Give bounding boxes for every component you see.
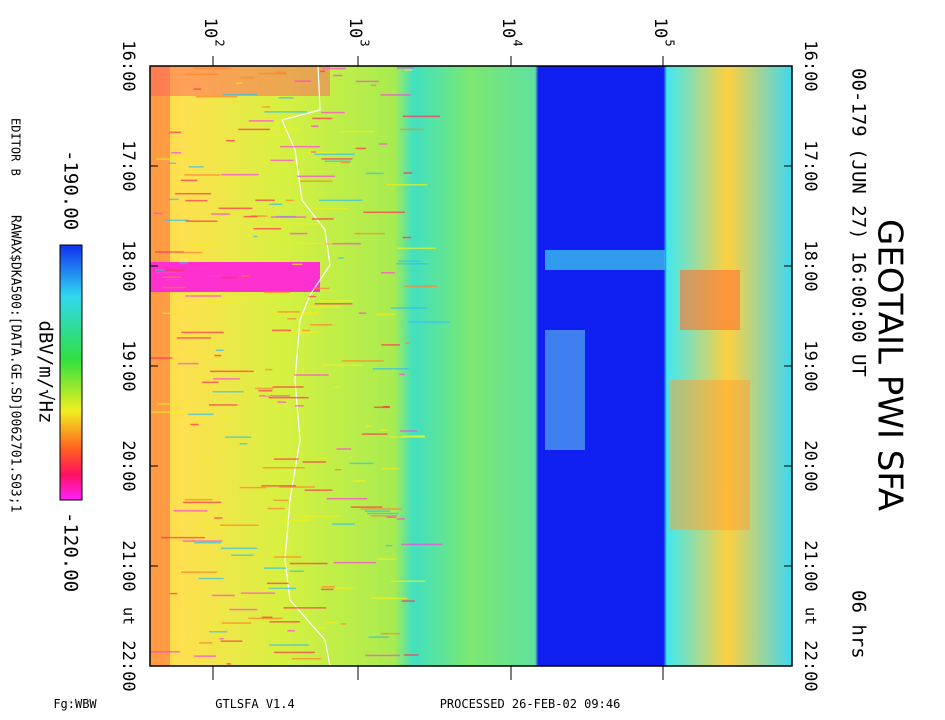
- time-label-left: 22:00: [118, 640, 138, 691]
- time-unit-right: ut: [802, 607, 820, 625]
- freq-label: 10: [650, 18, 670, 38]
- freq-label: 10: [345, 18, 365, 38]
- time-label-left: 16:00: [118, 40, 138, 91]
- footer-mid: GTLSFA V1.4: [215, 697, 294, 711]
- time-label-right: 21:00: [800, 540, 820, 591]
- time-label-right: 22:00: [800, 640, 820, 691]
- time-label-right: 16:00: [800, 40, 820, 91]
- time-label-right: 18:00: [800, 240, 820, 291]
- duration: 06 hrs: [848, 590, 870, 659]
- freq-exponent: 4: [511, 39, 525, 46]
- colorbar-max: -120.00: [60, 512, 82, 592]
- footer-right: PROCESSED 26-FEB-02 09:46: [440, 697, 621, 711]
- colorbar-min: -190.00: [60, 150, 82, 230]
- time-label-right: 19:00: [800, 340, 820, 391]
- freq-exponent: 2: [213, 39, 227, 46]
- title: GEOTAIL PWI SFA: [870, 219, 910, 511]
- freq-exponent: 3: [358, 39, 372, 46]
- spectrogram: [150, 65, 792, 667]
- time-label-left: 20:00: [118, 440, 138, 491]
- time-label-right: 17:00: [800, 140, 820, 191]
- freq-exponent: 5: [663, 39, 677, 46]
- subtitle: 00-179 (JUN 27) 16:00:00 UT: [848, 68, 870, 377]
- time-unit-left: ut: [120, 607, 138, 625]
- time-label-left: 19:00: [118, 340, 138, 391]
- colorbar-unit: dBV/m/√Hz: [35, 321, 57, 424]
- time-label-left: 18:00: [118, 240, 138, 291]
- time-label-right: 20:00: [800, 440, 820, 491]
- file-path: RAWAX$DKA500:[DATA.GE.SD]0062701.S03;1: [8, 215, 23, 512]
- colorbar: [59, 244, 83, 501]
- editor: EDITOR B: [9, 118, 23, 176]
- freq-label: 10: [498, 18, 518, 38]
- time-label-left: 21:00: [118, 540, 138, 591]
- footer-left: Fg:WBW: [53, 697, 97, 711]
- freq-label: 10: [200, 18, 220, 38]
- time-label-left: 17:00: [118, 140, 138, 191]
